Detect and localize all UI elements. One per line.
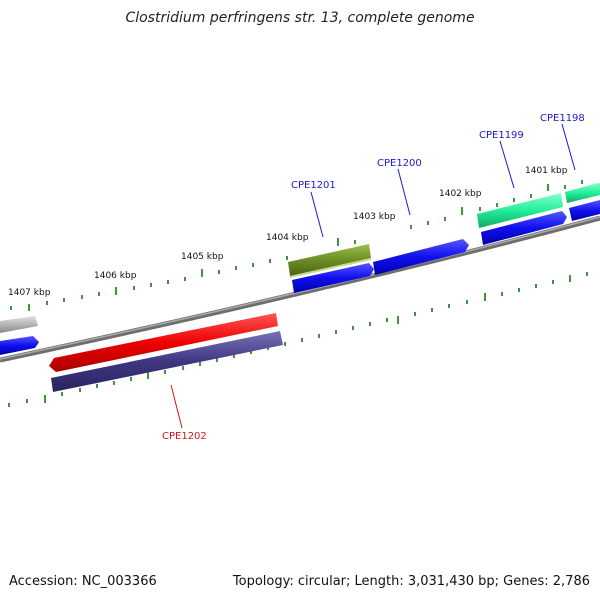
gene-label-cpe1202[interactable]: CPE1202 <box>162 431 207 442</box>
gene-label-cpe1199[interactable]: CPE1199 <box>479 130 524 141</box>
cds-feature-cpe1201[interactable] <box>292 263 374 293</box>
kbp-label-1403: 1403 kbp <box>353 212 396 222</box>
upper-tick-track <box>10 180 583 311</box>
gene-feature-olive[interactable] <box>288 244 371 278</box>
kbp-label-1406: 1406 kbp <box>94 271 137 281</box>
leader-cpe1201 <box>310 191 324 238</box>
gene-label-cpe1200[interactable]: CPE1200 <box>377 158 422 169</box>
leader-cpe1202 <box>170 384 183 429</box>
kbp-label-1402: 1402 kbp <box>439 189 482 199</box>
cds-feature-left[interactable] <box>0 336 39 355</box>
kbp-label-1404: 1404 kbp <box>266 233 309 243</box>
leader-cpe1198 <box>561 123 576 171</box>
kbp-label-1401: 1401 kbp <box>525 166 568 176</box>
accession-text: Accession: NC_003366 <box>9 574 157 589</box>
topology-text: Topology: circular; Length: 3,031,430 bp… <box>232 574 590 589</box>
genome-title: Clostridium perfringens str. 13, complet… <box>125 10 475 26</box>
kbp-label-1407: 1407 kbp <box>8 288 51 298</box>
gene-feature-gray[interactable] <box>0 316 38 333</box>
leader-cpe1199 <box>499 140 515 189</box>
gene-label-cpe1198[interactable]: CPE1198 <box>540 113 585 124</box>
cds-feature-cpe1199[interactable] <box>481 211 567 245</box>
cds-feature-cpe1198[interactable] <box>569 200 600 221</box>
gene-feature-cpe1202[interactable] <box>49 313 278 372</box>
gene-feature-teal[interactable] <box>477 183 600 228</box>
cds-feature-cpe1200[interactable] <box>373 239 469 275</box>
kbp-label-1405: 1405 kbp <box>181 252 224 262</box>
genome-backbone <box>0 215 600 363</box>
leader-cpe1200 <box>397 168 411 216</box>
cds-feature-cpe1202[interactable] <box>51 331 283 392</box>
gene-label-cpe1201[interactable]: CPE1201 <box>291 180 336 191</box>
